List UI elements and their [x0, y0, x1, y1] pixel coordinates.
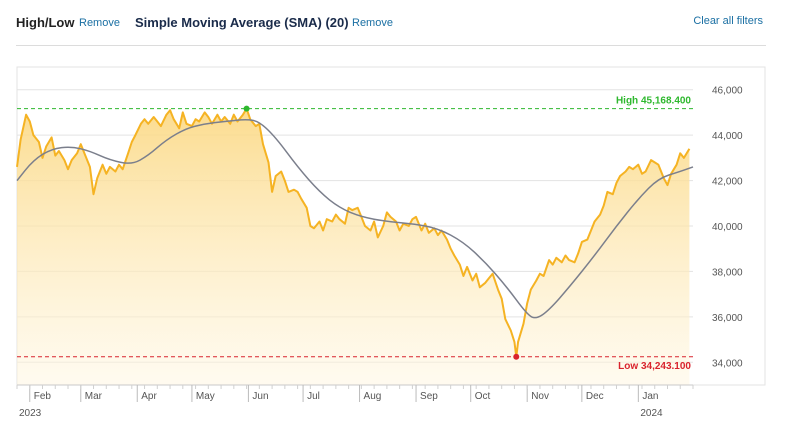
x-tick-label: Mar: [85, 391, 103, 402]
x-tick-label: Nov: [531, 391, 549, 402]
x-year-label: 2024: [640, 408, 663, 419]
x-tick-label: Apr: [141, 391, 157, 402]
clear-all-filters-link[interactable]: Clear all filters: [693, 15, 763, 27]
high-label: High 45,168.400: [616, 96, 691, 107]
y-tick-label: 40,000: [712, 222, 743, 233]
y-tick-label: 36,000: [712, 313, 743, 324]
y-tick-label: 38,000: [712, 267, 743, 278]
filter-divider: [16, 45, 766, 46]
x-tick-label: Sep: [420, 391, 438, 402]
x-tick-label: May: [196, 391, 215, 402]
price-area: [17, 108, 690, 385]
low-label: Low 34,243.100: [618, 361, 691, 372]
sma-line: [16, 119, 694, 319]
y-tick-label: 46,000: [712, 86, 743, 97]
x-tick-label: Jul: [307, 391, 320, 402]
x-tick-label: Jan: [642, 391, 658, 402]
sma-remove-link[interactable]: Remove: [352, 17, 393, 29]
sma-filter-label: Simple Moving Average (SMA) (20): [135, 15, 349, 30]
highlow-remove-link[interactable]: Remove: [79, 17, 120, 29]
high-marker: [243, 105, 250, 112]
y-tick-label: 34,000: [712, 358, 743, 369]
filter-bar: High/Low Remove Simple Moving Average (S…: [0, 0, 786, 46]
x-year-label: 2023: [19, 408, 42, 419]
x-tick-label: Aug: [364, 391, 382, 402]
y-tick-label: 42,000: [712, 177, 743, 188]
x-tick-label: Feb: [34, 391, 52, 402]
price-line: [16, 107, 691, 358]
x-tick-label: Jun: [252, 391, 268, 402]
x-tick-label: Dec: [586, 391, 604, 402]
highlow-filter-label: High/Low: [16, 15, 75, 30]
low-marker: [513, 353, 520, 360]
x-tick-label: Oct: [475, 391, 491, 402]
y-tick-label: 44,000: [712, 131, 743, 142]
